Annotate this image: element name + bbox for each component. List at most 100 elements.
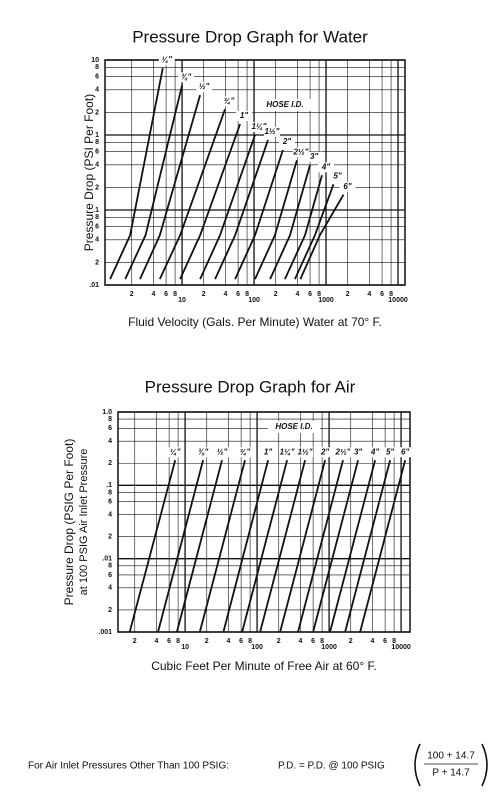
series-label-bg	[237, 447, 254, 458]
series-label-bg	[263, 126, 280, 137]
series-label-bg	[297, 447, 314, 458]
y-tick-label: 10	[91, 57, 99, 64]
plot-frame	[117, 411, 411, 633]
x-tick-label: 8	[317, 291, 321, 298]
series-label-bg	[196, 82, 213, 93]
x-tick-label: 2	[202, 291, 206, 298]
series-label-bg	[306, 151, 323, 162]
y-tick-label: 4	[108, 438, 112, 445]
series-label: ½"	[199, 82, 210, 91]
y-tick-label: .01	[102, 556, 112, 563]
x-tick-label: 6	[167, 638, 171, 645]
hose-line	[254, 160, 298, 280]
x-tick-label: 1000	[321, 644, 337, 651]
y-tick-label: 4	[95, 162, 99, 169]
series-label-bg	[397, 447, 414, 458]
x-tick-label: 2	[133, 638, 137, 645]
y-tick-label: .1	[106, 482, 112, 489]
hose-line	[329, 459, 376, 633]
plot-frame	[104, 59, 406, 286]
series-label-bg	[221, 96, 238, 107]
y-tick-label: 2	[108, 533, 112, 540]
series-label-bg	[292, 147, 309, 158]
y-tick-label: 2	[95, 109, 99, 116]
series-label-bg	[350, 447, 367, 458]
hose-line	[312, 459, 359, 633]
y-tick-label: 6	[95, 148, 99, 155]
y-tick-label: .001	[98, 629, 112, 636]
hose-line	[344, 459, 391, 633]
hose-line	[294, 183, 335, 280]
series-label-bg	[278, 137, 295, 148]
x-tick-label: 4	[295, 291, 299, 298]
fraction-denominator: P + 14.7	[432, 768, 470, 779]
y-axis-label: Pressure Drop (PSIG Per Foot)	[62, 439, 76, 606]
fraction-numerator: 100 + 14.7	[427, 751, 475, 762]
hose-line	[259, 459, 306, 633]
y-tick-label: .01	[89, 282, 99, 289]
x-tick-label: 10	[178, 297, 186, 304]
x-tick-label: 4	[298, 638, 302, 645]
series-label: 6"	[343, 182, 351, 191]
x-tick-label: 8	[176, 638, 180, 645]
series-label: ¾"	[224, 96, 235, 105]
hose-line	[139, 94, 201, 280]
hose-line	[124, 85, 183, 280]
annotation: HOSE I.D.	[275, 422, 312, 431]
hose-line	[179, 123, 241, 280]
y-tick-label: 6	[95, 223, 99, 230]
series-label: 5"	[386, 447, 394, 456]
series-label: 3"	[354, 447, 362, 456]
hose-line	[128, 459, 177, 633]
hose-line	[157, 459, 204, 633]
series-label-bg	[260, 447, 277, 458]
series-label: ⅜"	[181, 72, 192, 81]
x-tick-label: 2	[130, 291, 134, 298]
x-tick-label: 2	[205, 638, 209, 645]
x-tick-label: 4	[223, 291, 227, 298]
hose-line	[234, 149, 284, 280]
series-label: 3"	[310, 152, 318, 161]
y-tick-label: 8	[108, 416, 112, 423]
series-label: 1½"	[298, 447, 313, 456]
y-tick-label: 4	[95, 87, 99, 94]
footnote-formula: P.D. = P.D. @ 100 PSIG	[278, 761, 385, 772]
series-label: ⅜"	[198, 447, 209, 456]
y-tick-label: 8	[108, 563, 112, 570]
series-label-bg	[318, 162, 335, 173]
series-label: ¼"	[170, 447, 181, 456]
hose-line	[241, 459, 288, 633]
x-tick-label: 4	[226, 638, 230, 645]
y-tick-label: 2	[95, 184, 99, 191]
series-label: 1"	[240, 111, 248, 120]
series-label: 2½"	[335, 447, 351, 456]
series-label-bg	[334, 447, 351, 458]
x-tick-label: 6	[239, 638, 243, 645]
series-label: 2"	[320, 447, 329, 456]
y-tick-label: 8	[108, 489, 112, 496]
hose-line	[299, 194, 345, 280]
series-label-bg	[167, 447, 184, 458]
hose-line	[269, 164, 311, 280]
series-label: 2½"	[292, 147, 308, 156]
footnote-text: For Air Inlet Pressures Other Than 100 P…	[28, 761, 229, 772]
series-label: 2"	[282, 137, 291, 146]
x-tick-label: 10000	[391, 644, 411, 651]
series-label: 1"	[264, 447, 272, 456]
series-label: 6"	[401, 447, 409, 456]
x-tick-label: 6	[311, 638, 315, 645]
series-label: 1¼"	[252, 122, 267, 131]
series-label: ¾"	[240, 447, 251, 456]
x-tick-label: 10000	[388, 297, 408, 304]
y-tick-label: 4	[108, 511, 112, 518]
x-tick-label: 4	[367, 291, 371, 298]
paren-left	[414, 743, 421, 787]
x-tick-label: 8	[392, 638, 396, 645]
y-tick-label: 2	[108, 607, 112, 614]
series-label-bg	[214, 447, 231, 458]
y-tick-label: 8	[95, 214, 99, 221]
x-tick-label: 8	[389, 291, 393, 298]
y-tick-label: 6	[108, 498, 112, 505]
chart-title: Pressure Drop Graph for Air	[145, 377, 356, 396]
y-tick-label: 2	[108, 460, 112, 467]
